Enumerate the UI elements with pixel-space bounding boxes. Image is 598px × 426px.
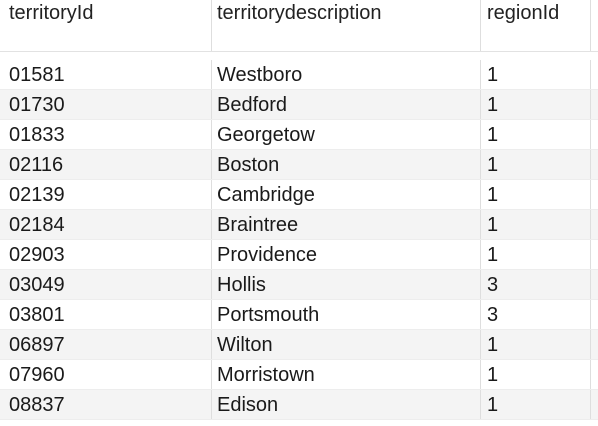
cell-regionid[interactable]: 3 [481, 270, 591, 299]
cell-regionid[interactable]: 1 [481, 180, 591, 209]
table-row[interactable]: 01833 Georgetow 1 [0, 120, 598, 150]
cell-filler [591, 390, 598, 419]
cell-territoryid[interactable]: 01730 [0, 90, 212, 119]
cell-territoryid[interactable]: 01833 [0, 120, 212, 149]
cell-filler [591, 210, 598, 239]
cell-regionid[interactable]: 1 [481, 390, 591, 419]
cell-territoryid[interactable]: 03049 [0, 270, 212, 299]
cell-territorydescription[interactable]: Wilton [212, 330, 481, 359]
cell-territorydescription[interactable]: Hollis [212, 270, 481, 299]
cell-territoryid[interactable]: 02184 [0, 210, 212, 239]
table-row[interactable]: 06897 Wilton 1 [0, 330, 598, 360]
cell-filler [591, 90, 598, 119]
column-header-regionid[interactable]: regionId [481, 0, 591, 51]
cell-territorydescription[interactable]: Portsmouth [212, 300, 481, 329]
table-row[interactable]: 07960 Morristown 1 [0, 360, 598, 390]
cell-filler [591, 240, 598, 269]
cell-territorydescription[interactable]: Cambridge [212, 180, 481, 209]
column-header-label: regionId [487, 2, 560, 24]
column-header-label: territorydescription [217, 2, 382, 24]
cell-territoryid[interactable]: 02903 [0, 240, 212, 269]
cell-territoryid[interactable]: 02116 [0, 150, 212, 179]
table-row[interactable]: 02139 Cambridge 1 [0, 180, 598, 210]
cell-filler [591, 120, 598, 149]
cell-territoryid[interactable]: 03801 [0, 300, 212, 329]
cell-territoryid[interactable]: 02139 [0, 180, 212, 209]
cell-territorydescription[interactable]: Morristown [212, 360, 481, 389]
table-row[interactable]: 03049 Hollis 3 [0, 270, 598, 300]
cell-territoryid[interactable]: 01581 [0, 60, 212, 89]
cell-regionid[interactable]: 1 [481, 240, 591, 269]
cell-regionid[interactable]: 1 [481, 90, 591, 119]
cell-regionid[interactable]: 1 [481, 60, 591, 89]
table-header: territoryId territorydescription regionI… [0, 0, 598, 52]
table-row[interactable]: 01730 Bedford 1 [0, 90, 598, 120]
column-header-filler [591, 0, 598, 51]
column-header-label: territoryId [9, 2, 94, 24]
cell-territorydescription[interactable]: Georgetow [212, 120, 481, 149]
cell-territorydescription[interactable]: Westboro [212, 60, 481, 89]
column-header-territoryid[interactable]: territoryId [0, 0, 212, 51]
cell-filler [591, 360, 598, 389]
table-row[interactable]: 08837 Edison 1 [0, 390, 598, 420]
cell-filler [591, 270, 598, 299]
cell-territorydescription[interactable]: Bedford [212, 90, 481, 119]
cell-filler [591, 300, 598, 329]
cell-regionid[interactable]: 1 [481, 150, 591, 179]
table-row[interactable]: 02903 Providence 1 [0, 240, 598, 270]
cell-filler [591, 60, 598, 89]
cell-territoryid[interactable]: 06897 [0, 330, 212, 359]
cell-regionid[interactable]: 1 [481, 120, 591, 149]
cell-regionid[interactable]: 1 [481, 330, 591, 359]
cell-territorydescription[interactable]: Boston [212, 150, 481, 179]
cell-regionid[interactable]: 1 [481, 210, 591, 239]
cell-filler [591, 330, 598, 359]
cell-regionid[interactable]: 3 [481, 300, 591, 329]
table-row[interactable]: 01581 Westboro 1 [0, 60, 598, 90]
cell-territoryid[interactable]: 07960 [0, 360, 212, 389]
column-header-territorydescription[interactable]: territorydescription [212, 0, 481, 51]
cell-territorydescription[interactable]: Edison [212, 390, 481, 419]
table-row[interactable]: 02116 Boston 1 [0, 150, 598, 180]
cell-regionid[interactable]: 1 [481, 360, 591, 389]
cell-territorydescription[interactable]: Braintree [212, 210, 481, 239]
cell-territorydescription[interactable]: Providence [212, 240, 481, 269]
table-row[interactable]: 03801 Portsmouth 3 [0, 300, 598, 330]
cell-filler [591, 180, 598, 209]
cell-territoryid[interactable]: 08837 [0, 390, 212, 419]
cell-filler [591, 150, 598, 179]
table-row[interactable]: 02184 Braintree 1 [0, 210, 598, 240]
